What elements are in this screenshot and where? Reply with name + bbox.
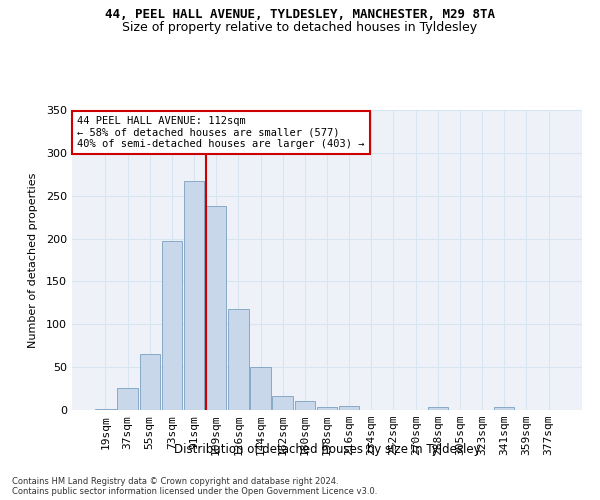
Bar bbox=[494, 406, 514, 410]
Text: 44 PEEL HALL AVENUE: 112sqm
← 58% of detached houses are smaller (577)
40% of se: 44 PEEL HALL AVENUE: 112sqm ← 58% of det… bbox=[77, 116, 365, 149]
Bar bbox=[161, 241, 182, 410]
Bar bbox=[184, 181, 204, 410]
Bar bbox=[250, 367, 271, 410]
Bar bbox=[140, 354, 160, 410]
Bar bbox=[206, 206, 226, 410]
Y-axis label: Number of detached properties: Number of detached properties bbox=[28, 172, 38, 348]
Bar bbox=[339, 406, 359, 410]
Text: Contains HM Land Registry data © Crown copyright and database right 2024.: Contains HM Land Registry data © Crown c… bbox=[12, 478, 338, 486]
Bar bbox=[228, 309, 248, 410]
Text: Distribution of detached houses by size in Tyldesley: Distribution of detached houses by size … bbox=[173, 442, 481, 456]
Bar bbox=[295, 400, 315, 410]
Bar bbox=[317, 406, 337, 410]
Text: 44, PEEL HALL AVENUE, TYLDESLEY, MANCHESTER, M29 8TA: 44, PEEL HALL AVENUE, TYLDESLEY, MANCHES… bbox=[105, 8, 495, 20]
Text: Size of property relative to detached houses in Tyldesley: Size of property relative to detached ho… bbox=[122, 21, 478, 34]
Bar bbox=[95, 409, 116, 410]
Bar bbox=[118, 388, 138, 410]
Bar bbox=[272, 396, 293, 410]
Text: Contains public sector information licensed under the Open Government Licence v3: Contains public sector information licen… bbox=[12, 488, 377, 496]
Bar bbox=[428, 408, 448, 410]
